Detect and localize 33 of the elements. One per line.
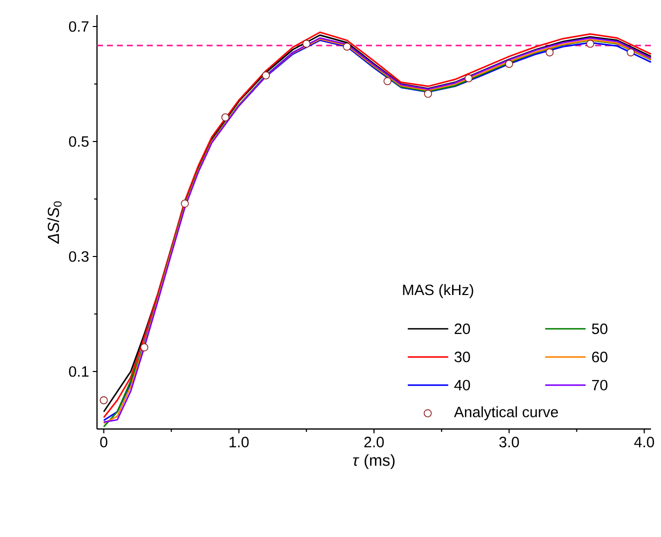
legend-label: 30: [454, 352, 470, 362]
point: [464, 74, 473, 82]
point: [505, 60, 514, 68]
point: [262, 71, 270, 80]
point: [302, 40, 310, 48]
y-tick-label: 0.5: [69, 136, 89, 147]
point: [180, 200, 189, 208]
x-tick-label: 4.0: [634, 436, 654, 448]
legend-label: 60: [592, 352, 608, 362]
legend-title: MAS (kHz): [403, 284, 474, 298]
point: [424, 90, 432, 98]
legend-label: 70: [592, 380, 608, 390]
x-axis-title: τ (ms): [353, 454, 395, 470]
y-tick-label: 0.1: [69, 366, 88, 377]
x-tick-label: 0: [100, 436, 108, 448]
point: [626, 48, 635, 56]
x-tick-label: 2.0: [364, 436, 384, 448]
y-tick-label: 0.7: [69, 21, 88, 32]
x-tick-label: 1.0: [230, 436, 249, 448]
point: [384, 77, 392, 86]
point: [546, 48, 554, 56]
point: [100, 396, 108, 404]
point: [342, 42, 351, 51]
point: [586, 40, 594, 48]
point: [221, 113, 230, 122]
y-axis-title: ΔS/S$_{0}$: [47, 201, 62, 244]
legend-label: 50: [592, 324, 608, 334]
x-tick-label: 3.0: [499, 436, 519, 448]
legend-label: Analytical curve: [454, 406, 558, 420]
point: [140, 343, 148, 352]
legend-label: 40: [454, 380, 470, 390]
legend-label: 20: [454, 324, 470, 334]
y-tick-label: 0.3: [69, 251, 89, 262]
